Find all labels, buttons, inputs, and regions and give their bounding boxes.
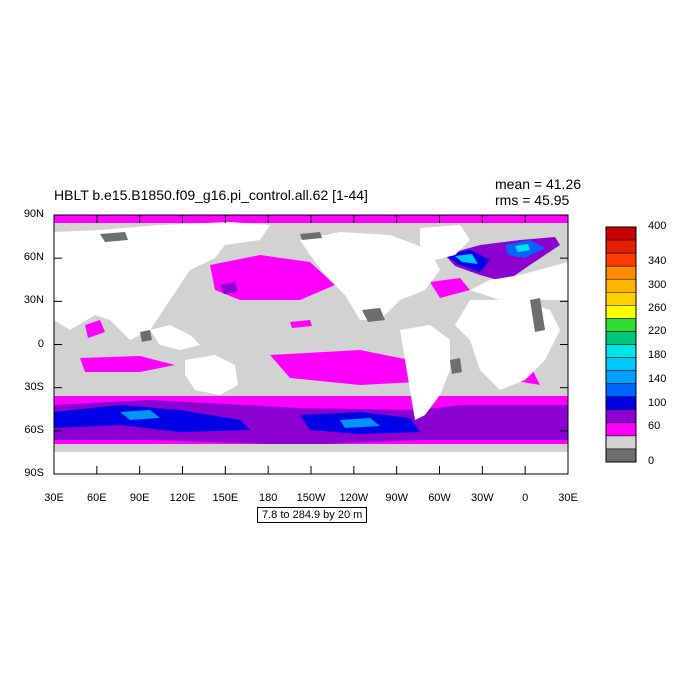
patch-mediterranean xyxy=(362,308,385,322)
lat-label-0: 0 xyxy=(37,337,44,350)
north-atlantic-patch xyxy=(430,278,470,298)
lon-label-60w: 60W xyxy=(428,492,451,504)
rms-value: rms = 45.95 xyxy=(495,192,570,208)
lon-label-180: 180 xyxy=(258,492,278,504)
colorbar-swatch xyxy=(605,435,637,450)
land-greenland xyxy=(420,225,470,260)
plot-title: HBLT b.e15.B1850.f09_g16.pi_control.all.… xyxy=(54,187,368,203)
colorbar-swatch xyxy=(605,344,637,358)
patch-arctic-1 xyxy=(100,232,128,242)
lon-label-90w: 90W xyxy=(385,492,408,504)
mean-value: mean = 41.26 xyxy=(495,176,582,192)
lat-label-30n: 30N xyxy=(23,294,44,307)
labrador-sea-center xyxy=(455,254,478,264)
lon-label-120e: 120E xyxy=(169,492,196,504)
colorbar-label: 180 xyxy=(648,349,667,361)
colorbar-frame xyxy=(605,226,637,463)
lat-label-90n: 90N xyxy=(23,208,44,220)
colorbar-swatch xyxy=(605,239,637,254)
land-asia-europe xyxy=(54,222,270,340)
colorbar-swatch xyxy=(605,370,637,384)
colorbar-swatch xyxy=(605,305,637,319)
colorbar-label: 0 xyxy=(648,455,655,467)
axis-ticks xyxy=(53,214,569,475)
patch-west-africa xyxy=(530,298,545,332)
colorbar-label: 220 xyxy=(648,325,667,337)
colorbar-swatch xyxy=(605,278,637,293)
land-north-america xyxy=(300,232,440,320)
colorbar-label: 260 xyxy=(648,302,667,314)
north-pacific-purple xyxy=(220,282,238,294)
colorbar-label: 60 xyxy=(648,420,661,432)
lat-label-60n: 60N xyxy=(23,251,44,264)
colorbar-swatch xyxy=(605,396,637,411)
colorbar-label: 100 xyxy=(648,397,667,409)
stats-box: mean = 41.26 rms = 45.95 xyxy=(495,176,581,208)
patch-hudson xyxy=(140,330,152,342)
colorbar-label: 400 xyxy=(648,220,667,232)
contour-info: 7.8 to 284.9 by 20 m xyxy=(257,507,368,523)
southern-darkgrey-edge xyxy=(54,444,568,452)
colorbar-swatch xyxy=(605,331,637,345)
lat-label-60s: 60S xyxy=(24,423,44,436)
indian-ocean-patch xyxy=(80,356,175,372)
colorbar-swatch xyxy=(605,448,637,463)
shallow-patches xyxy=(100,232,545,374)
lat-label-30s: 30S xyxy=(24,380,44,393)
land-south-america xyxy=(400,325,450,420)
southern-lightblue-east xyxy=(340,418,380,428)
colorbar-swatch xyxy=(605,357,637,371)
lon-label-30w: 30W xyxy=(471,492,494,504)
lon-label-0: 0 xyxy=(522,492,529,504)
colorbar-swatch xyxy=(605,226,637,241)
patch-gulf xyxy=(450,358,462,374)
colorbar-swatch xyxy=(605,292,637,306)
equatorial-pacific-patch xyxy=(290,320,312,328)
southern-lightblue-west xyxy=(120,410,160,420)
colorbar-swatch xyxy=(605,265,637,280)
colorbar xyxy=(605,226,637,463)
lon-label-120w: 120W xyxy=(339,492,369,504)
north-pacific-patch xyxy=(210,255,335,300)
colorbar-swatch xyxy=(605,383,637,397)
lon-label-30e: 30E xyxy=(44,492,64,504)
lon-label-150e: 150E xyxy=(212,492,239,504)
arabian-sea-patch xyxy=(85,320,105,338)
lon-label-90e: 90E xyxy=(129,492,150,504)
colorbar-label: 140 xyxy=(648,373,667,385)
land-maritime xyxy=(150,325,200,350)
colorbar-swatch xyxy=(605,318,637,332)
colorbar-swatch xyxy=(605,252,637,267)
colorbar-swatch xyxy=(605,409,637,424)
lat-label-90s: 90S xyxy=(24,467,44,479)
land-australia xyxy=(185,355,238,395)
land-europe-east xyxy=(470,262,568,310)
lon-label-60e: 60E xyxy=(87,492,107,504)
nordic-seas-center xyxy=(515,244,530,252)
colorbar-label: 340 xyxy=(648,255,667,267)
lon-label-150w: 150W xyxy=(296,492,326,504)
lon-label-30e: 30E xyxy=(558,492,578,504)
patch-arctic-2 xyxy=(300,232,322,240)
south-pacific-patch xyxy=(270,350,418,385)
colorbar-swatch xyxy=(605,422,637,437)
colorbar-label: 300 xyxy=(648,279,667,291)
